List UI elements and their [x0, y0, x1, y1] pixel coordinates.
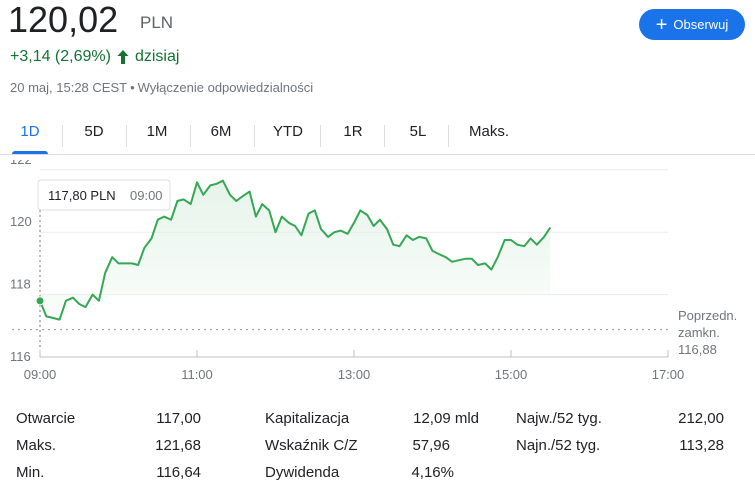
tab-6m[interactable]: 6M — [210, 123, 232, 140]
chart-price-line — [39, 179, 552, 321]
disclaimer-link[interactable]: Wyłączenie odpowiedzialności — [137, 80, 314, 95]
tab-divider — [126, 125, 127, 147]
price-chart[interactable]: 116 118 120 122 09:00 11:00 13:00 15:00 17:00 P… — [0, 160, 755, 388]
tooltip-box — [37, 179, 171, 211]
y-tick-label: 120 — [10, 214, 32, 229]
stat-pe-ratio-value: 57,96 — [412, 437, 450, 454]
tabs-divider — [0, 154, 755, 155]
hover-point — [35, 296, 45, 306]
tab-divider — [62, 125, 63, 147]
plus-icon: + — [655, 13, 668, 36]
price-change-value: +3,14 (2,69%) — [10, 48, 111, 65]
tab-divider — [384, 125, 385, 147]
quote-timestamp: 20 maj, 15:28 CEST — [10, 80, 128, 95]
chart-area-fill — [40, 180, 551, 320]
x-tick-label: 15:00 — [495, 367, 528, 382]
active-tab-indicator — [12, 151, 48, 154]
follow-button-label: Obserwuj — [673, 17, 729, 32]
price-currency: PLN — [140, 13, 174, 32]
tab-ytd[interactable]: YTD — [273, 123, 303, 140]
stat-high-value: 121,68 — [155, 437, 201, 454]
stat-52w-low-label: Najn./52 tyg. — [516, 437, 601, 454]
previous-close-value: 116,88 — [678, 342, 717, 357]
stat-market-cap-value: 12,09 mld — [413, 410, 479, 427]
x-tick-label: 09:00 — [24, 367, 57, 382]
stat-high-label: Maks. — [16, 437, 57, 454]
y-tick-label: 116 — [10, 349, 31, 364]
y-tick-label: 122 — [10, 160, 32, 167]
quote-meta: 20 maj, 15:28 CEST • Wyłączenie odpowiedzi… — [10, 80, 313, 95]
stat-52w-low-value: 113,28 — [679, 437, 724, 454]
tab-1m[interactable]: 1M — [146, 123, 168, 140]
tooltip-price: 117,80 PLN — [48, 188, 116, 203]
stat-dividend-value: 4,16% — [411, 464, 454, 481]
tab-1r[interactable]: 1R — [343, 123, 363, 140]
tab-5l[interactable]: 5L — [409, 123, 427, 140]
previous-close-label-2: zamkn. — [678, 325, 720, 340]
stat-open-label: Otwarcie — [16, 410, 76, 427]
stat-market-cap-label: Kapitalizacja — [265, 410, 350, 427]
follow-button[interactable]: + Obserwuj — [639, 9, 745, 40]
stat-low-value: 116,64 — [156, 464, 201, 481]
stat-dividend-label: Dywidenda — [265, 464, 340, 481]
tab-divider — [320, 125, 321, 147]
price-value: 120,02 — [8, 0, 119, 40]
arrow-up-icon — [117, 50, 129, 64]
tooltip-time: 09:00 — [130, 188, 163, 203]
x-tick-label: 13:00 — [338, 367, 371, 382]
stat-52w-high-value: 212,00 — [678, 410, 724, 427]
tab-1d[interactable]: 1D — [20, 123, 40, 140]
y-tick-label: 118 — [10, 277, 31, 292]
stat-52w-high-label: Najw./52 tyg. — [516, 410, 602, 427]
stat-open-value: 117,00 — [156, 410, 201, 427]
price-change: +3,14 (2,69%) dzisiaj — [10, 48, 179, 66]
stat-low-label: Min. — [16, 464, 45, 481]
x-tick-label: 11:00 — [181, 367, 213, 382]
chart-tooltip: 117,80 PLN 09:00 — [37, 179, 171, 211]
tab-max[interactable]: Maks. — [468, 123, 509, 140]
stats-table: Otwarcie 117,00 Maks. 121,68 Min. 116,64… — [0, 405, 755, 491]
tab-divider — [254, 125, 255, 147]
tab-divider — [448, 125, 449, 147]
price-change-period: dzisiaj — [134, 48, 180, 65]
previous-close-label: Poprzedn. — [678, 308, 737, 323]
x-tick-label: 17:00 — [652, 367, 685, 382]
tab-5d[interactable]: 5D — [84, 123, 104, 140]
meta-separator: • — [130, 80, 135, 95]
tab-divider — [190, 125, 191, 147]
stat-pe-ratio-label: Wskaźnik C/Z — [265, 437, 358, 454]
range-tabs: 1D 5D 1M 6M YTD 1R 5L Maks. — [0, 115, 755, 155]
